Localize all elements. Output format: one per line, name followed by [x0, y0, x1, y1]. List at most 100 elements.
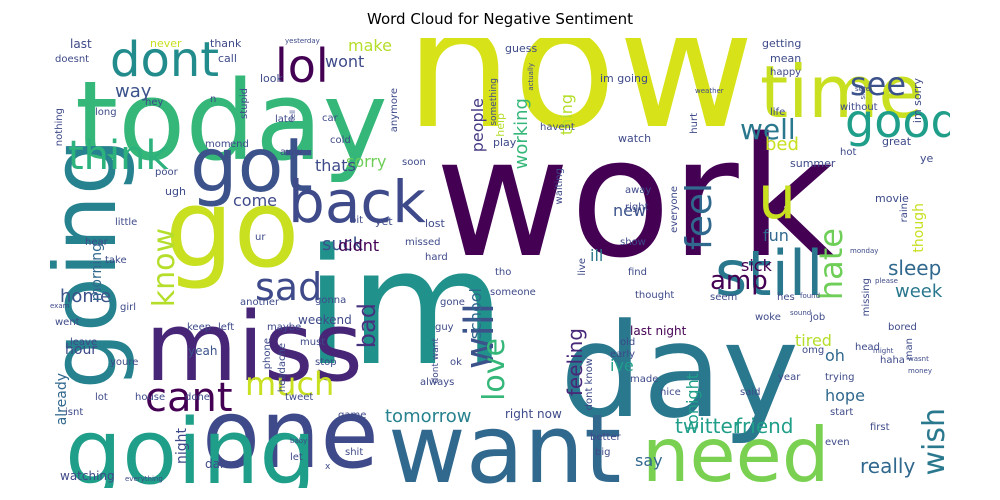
- word-even: even: [825, 437, 850, 448]
- word-said: said: [740, 387, 761, 398]
- word-end: end: [230, 139, 249, 150]
- word-tho: tho: [495, 267, 512, 278]
- word-shit: shit: [345, 447, 364, 458]
- word-back: back: [288, 168, 426, 236]
- word-rain: rain: [899, 203, 910, 223]
- word-good: good: [845, 94, 950, 148]
- word-come: come: [233, 191, 278, 210]
- word-dont: dont: [110, 38, 220, 88]
- word-wish: wish: [917, 408, 950, 476]
- word-thats: thats: [315, 156, 356, 175]
- word-working: working: [511, 98, 532, 170]
- word-must: must: [300, 337, 326, 348]
- word-night: night: [174, 428, 190, 465]
- word-bed: bed: [765, 134, 799, 155]
- word-way: way: [115, 81, 152, 102]
- word-soon: soon: [402, 157, 426, 168]
- word-hey: hey: [145, 97, 164, 108]
- word-tweet: tweet: [285, 392, 314, 403]
- word-now: now: [405, 38, 756, 167]
- word-want: want: [388, 395, 622, 489]
- word-made: made: [630, 374, 659, 385]
- word-ive: ive: [610, 356, 634, 375]
- word-today: today: [75, 57, 388, 185]
- word-movie: movie: [875, 192, 909, 205]
- word-exam: exam: [50, 302, 70, 310]
- word-sound: sound: [790, 309, 812, 317]
- word-yet: yet: [375, 215, 393, 228]
- word-find: find: [628, 267, 647, 278]
- word-game: game: [338, 410, 367, 421]
- word-suck: suck: [322, 234, 364, 255]
- word-girl: girl: [120, 302, 137, 313]
- word-last-night: last night: [630, 324, 687, 338]
- word-really: really: [860, 454, 916, 478]
- word-might: might: [873, 347, 894, 355]
- word-gonna: gonna: [315, 295, 347, 306]
- word-make: make: [348, 38, 392, 55]
- word-guy: guy: [435, 322, 454, 333]
- word-always: always: [420, 377, 455, 388]
- word-didnt: didnt: [338, 236, 380, 255]
- word-headache: headache: [277, 343, 288, 393]
- word-hes: hes: [777, 292, 795, 303]
- word-guess: guess: [505, 42, 538, 55]
- word-start: start: [830, 407, 854, 418]
- word-friend: friend: [735, 414, 794, 438]
- word-sick: sick: [859, 86, 867, 100]
- word-im-going: im going: [600, 72, 648, 85]
- word-poor: poor: [155, 167, 178, 178]
- word-waiting: waiting: [554, 168, 565, 205]
- word-money: money: [908, 367, 932, 375]
- word-phone: phone: [262, 338, 273, 370]
- word-lost: lost: [425, 217, 445, 230]
- word-sleep: sleep: [888, 256, 942, 280]
- word-house: house: [135, 392, 166, 403]
- word-car: car: [322, 113, 338, 124]
- word-x: x: [325, 462, 331, 472]
- word-oh: oh: [825, 346, 845, 365]
- word-went: went: [55, 317, 80, 328]
- word-missing: missing: [861, 278, 872, 317]
- word-home: home: [60, 286, 112, 307]
- word-done: done: [185, 392, 210, 403]
- word-life: life: [770, 107, 786, 118]
- word-im: im: [305, 214, 506, 401]
- word-nice: nice: [660, 387, 681, 398]
- word-sorry: sorry: [346, 152, 387, 171]
- word-havent: havent: [540, 122, 575, 133]
- word-anymore: anymore: [389, 88, 400, 133]
- word-monday: monday: [850, 247, 879, 255]
- word-fun: fun: [763, 226, 789, 245]
- word-summer: summer: [790, 157, 836, 170]
- word-stupid: stupid: [239, 88, 250, 119]
- word-never: never: [150, 38, 182, 50]
- word-wont: wont: [325, 52, 365, 71]
- word-lot: lot: [95, 392, 108, 403]
- word-look: look: [260, 72, 283, 85]
- word-someone: someone: [490, 287, 536, 298]
- word-n: n: [210, 94, 217, 105]
- word-bored: bored: [888, 322, 917, 333]
- word-watch: watch: [618, 132, 652, 145]
- word-hate: hate: [812, 228, 850, 301]
- word-hour: hour: [65, 342, 98, 358]
- word-know: know: [147, 228, 182, 308]
- word-early: early: [610, 349, 636, 360]
- word-well: well: [740, 113, 796, 146]
- word-seem: seem: [710, 292, 738, 303]
- word-though: though: [911, 203, 927, 253]
- word-time: time: [760, 50, 923, 134]
- word-aww: aww: [280, 147, 303, 158]
- word-yesterday: yesterday: [285, 38, 320, 45]
- word-omg: omg: [802, 345, 825, 356]
- word-ur: ur: [255, 232, 266, 243]
- word-right-now: right now: [505, 407, 562, 421]
- word-year: year: [778, 372, 801, 383]
- chart-title: Word Cloud for Negative Sentiment: [367, 10, 633, 28]
- word-feel: feel: [679, 183, 720, 250]
- word-got: got: [190, 121, 313, 209]
- word-tired: tired: [795, 331, 832, 350]
- word-hurt: hurt: [689, 113, 700, 134]
- word-dont-know: dont know: [584, 358, 595, 411]
